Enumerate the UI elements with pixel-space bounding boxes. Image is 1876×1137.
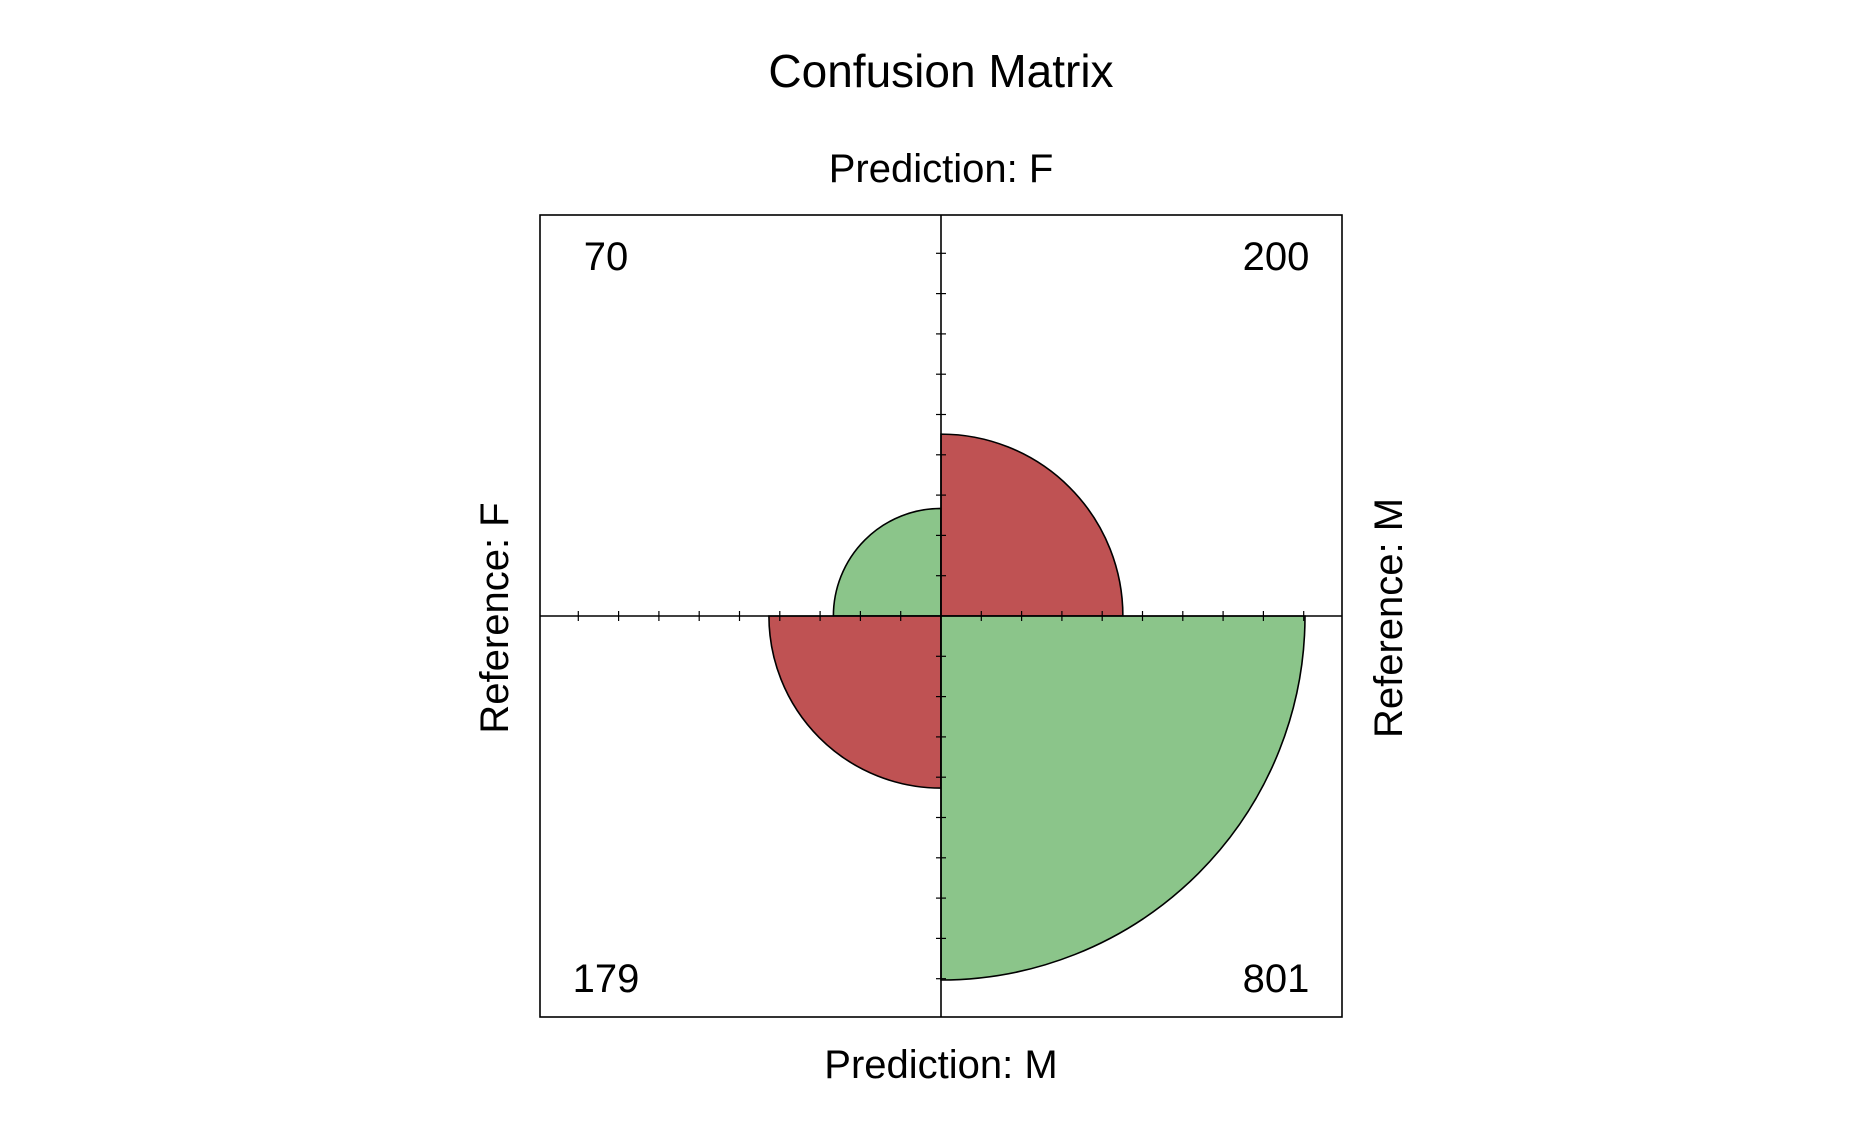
quadrant-bottom-left (768, 615, 942, 789)
cell-labels-group: 70 200 179 801 (573, 235, 1310, 1001)
reference-f-label: Reference: F (473, 502, 517, 733)
cell-count-bottom-right: 801 (1243, 957, 1310, 1001)
cell-count-top-right: 200 (1243, 235, 1310, 279)
cell-count-bottom-left: 179 (573, 957, 640, 1001)
prediction-m-label: Prediction: M (824, 1043, 1057, 1087)
quadrant-bottom-right (940, 615, 1306, 981)
quadrant-top-left (832, 507, 942, 617)
reference-m-label: Reference: M (1367, 498, 1411, 738)
chart-title: Confusion Matrix (768, 45, 1113, 97)
cell-count-top-left: 70 (584, 235, 629, 279)
prediction-f-label: Prediction: F (829, 147, 1054, 191)
quadrant-group (768, 433, 1306, 981)
axes-group (540, 215, 1342, 1017)
quadrant-top-right (940, 433, 1124, 617)
